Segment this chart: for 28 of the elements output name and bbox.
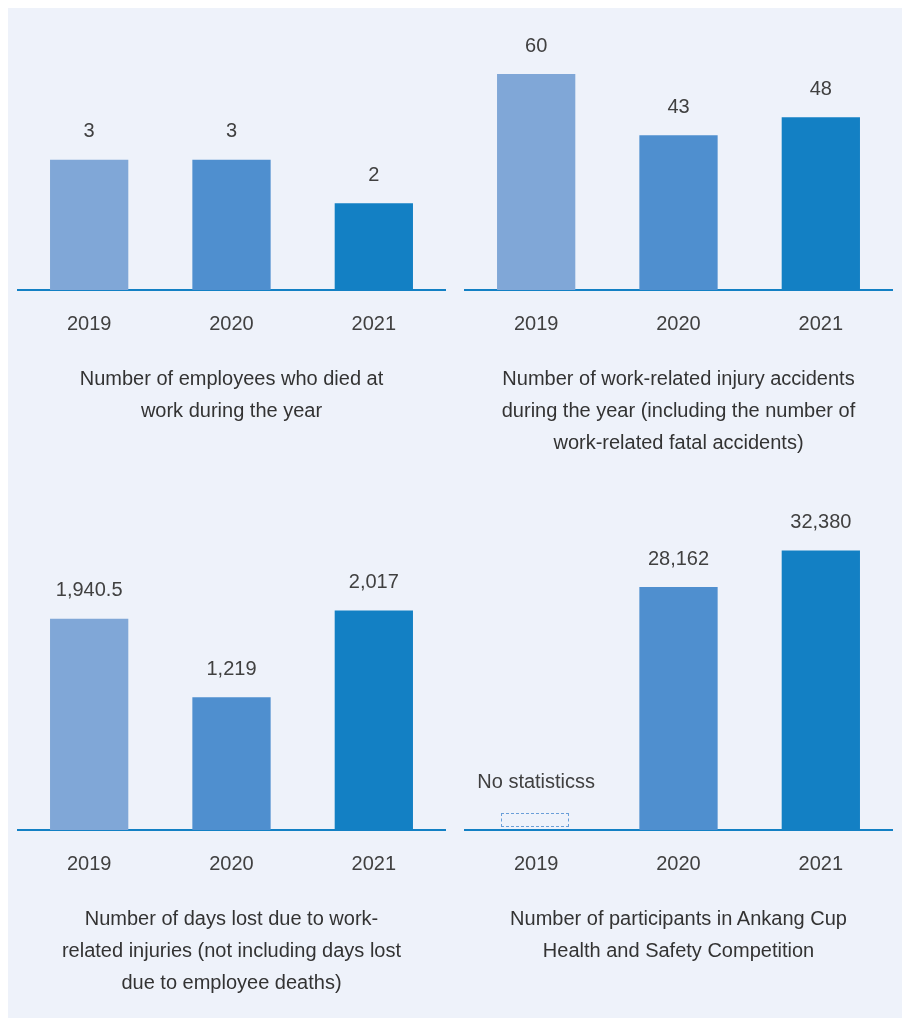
data-label: 32,380	[790, 510, 852, 533]
data-label: 3	[83, 119, 95, 142]
x-tick-label: 2019	[513, 311, 559, 334]
x-tick-label: 2020	[656, 311, 701, 334]
data-label: 60	[525, 33, 548, 56]
data-label: 2,017	[348, 570, 399, 593]
data-label: 2	[368, 162, 380, 185]
text: Number of participants in Ankang Cup Health and Safety Competition	[509, 906, 848, 963]
text: Number of work-related injury accidents during the year (including the number of work-related fatal accidents)	[500, 366, 857, 455]
x-tick-label: 2019	[66, 311, 112, 334]
x-tick-label: 2020	[209, 851, 254, 874]
data-label: 1,219	[206, 656, 257, 679]
x-tick-label: 2020	[209, 311, 254, 334]
x-tick-label: 2019	[513, 851, 559, 874]
x-tick-label: 2021	[351, 311, 397, 334]
data-label: 3	[225, 119, 238, 142]
data-label: 48	[809, 76, 832, 99]
text: Number of employees who died at work during the year	[78, 366, 385, 423]
x-tick-label: 2021	[798, 311, 844, 334]
x-tick-label: 2021	[798, 851, 844, 874]
data-label: 1,940.5	[55, 578, 123, 601]
x-tick-label: 2021	[351, 851, 397, 874]
text: Number of days lost due to work-related injuries (not including days lost due to employee deaths)	[60, 906, 403, 995]
annotation: No statisticss	[477, 769, 596, 792]
data-label: 28,162	[647, 546, 710, 569]
x-tick-label: 2020	[656, 851, 701, 874]
x-tick-label: 2019	[66, 851, 112, 874]
data-label: 43	[667, 94, 690, 117]
